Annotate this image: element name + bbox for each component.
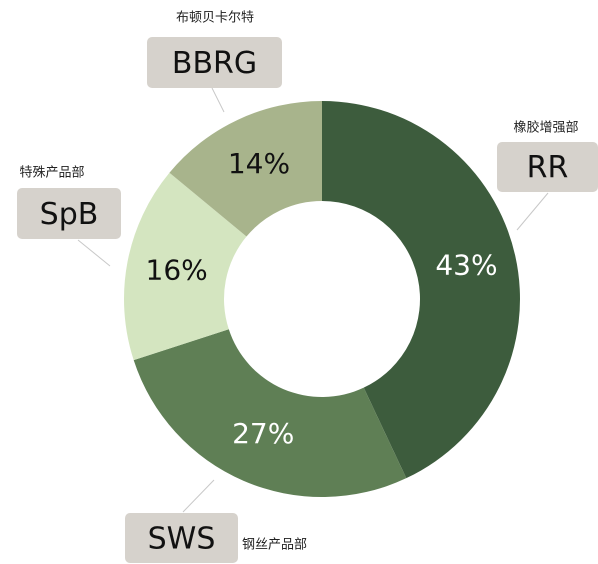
label-box xyxy=(17,188,121,239)
leader-line xyxy=(516,192,549,231)
donut-segment xyxy=(133,329,407,497)
category-label: BBRG xyxy=(172,46,257,81)
leader-line xyxy=(77,239,111,267)
label-box xyxy=(497,142,598,192)
donut-segment xyxy=(322,101,520,479)
donut-segment xyxy=(124,172,247,361)
category-description: 钢丝产品部 xyxy=(242,538,307,553)
value-label: 14% xyxy=(228,147,290,180)
category-label: RR xyxy=(527,151,569,186)
value-label: 16% xyxy=(146,253,208,286)
leader-line xyxy=(211,87,225,113)
label-box xyxy=(125,513,238,563)
leader-line xyxy=(182,479,215,513)
category-description: 布顿贝卡尔特 xyxy=(176,11,254,26)
label-box xyxy=(147,37,282,88)
category-label: SWS xyxy=(148,522,216,557)
value-label: 43% xyxy=(435,249,497,282)
category-label: SpB xyxy=(40,197,99,232)
donut-segment xyxy=(169,101,322,237)
category-description: 特殊产品部 xyxy=(19,166,84,181)
category-description: 橡胶增强部 xyxy=(513,120,578,136)
value-label: 27% xyxy=(232,417,294,450)
